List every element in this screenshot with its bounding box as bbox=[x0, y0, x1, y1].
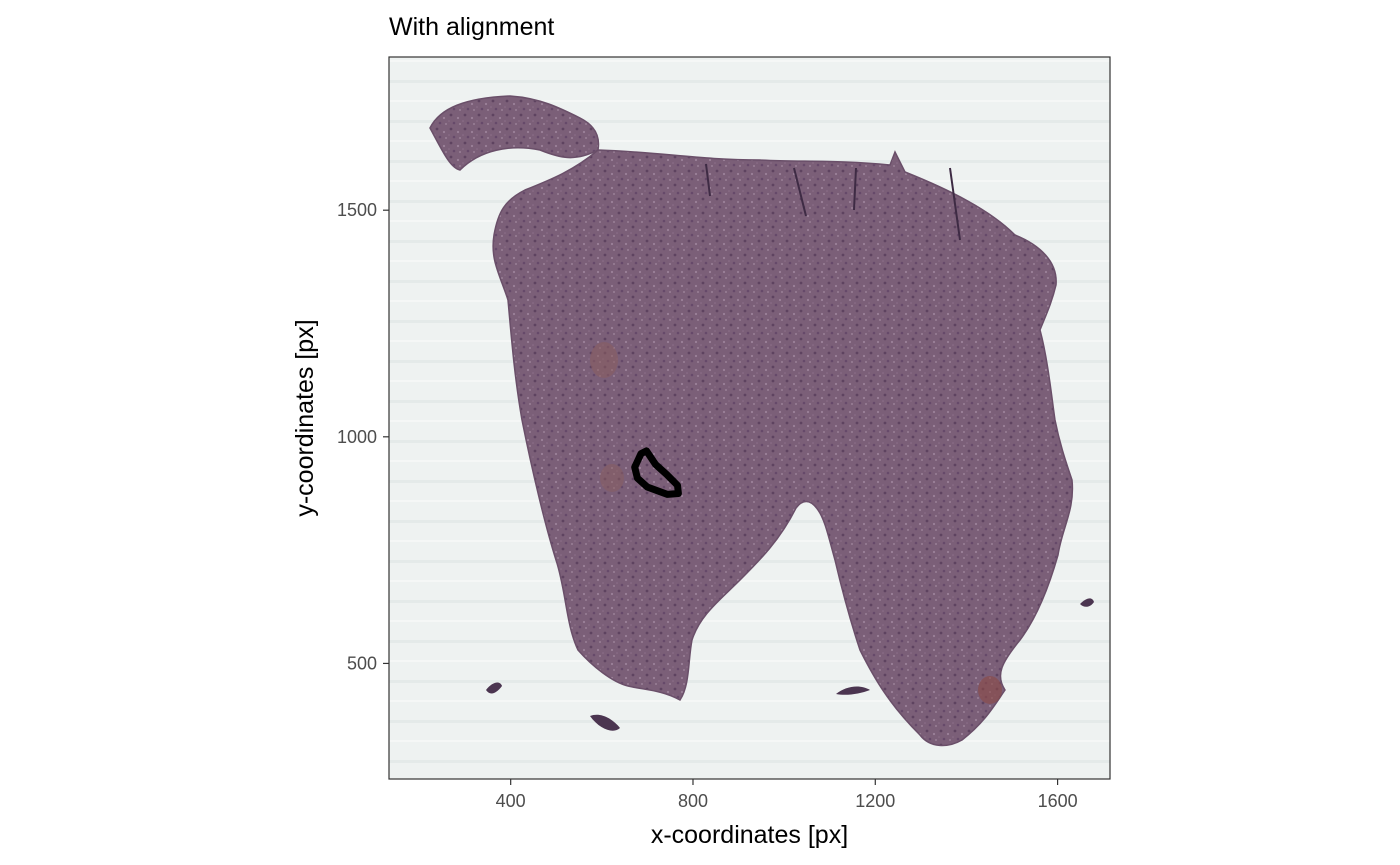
x-tick-label: 800 bbox=[678, 791, 708, 811]
tissue-fragment bbox=[1080, 598, 1094, 607]
tissue-fragment bbox=[486, 682, 502, 694]
y-tick-label: 1000 bbox=[337, 427, 377, 447]
tissue-fold bbox=[705, 163, 711, 197]
y-axis: 500 1000 1500 bbox=[337, 200, 389, 673]
tissue-fold bbox=[949, 167, 961, 241]
outline-path bbox=[631, 447, 682, 498]
tissue-dark-spot bbox=[600, 464, 624, 492]
chart-title: With alignment bbox=[389, 13, 554, 41]
x-axis-label: x-coordinates [px] bbox=[651, 821, 848, 849]
tissue-main bbox=[492, 149, 1074, 747]
tissue-fragment bbox=[590, 714, 620, 731]
y-axis-label: y-coordinates [px] bbox=[291, 319, 319, 516]
outline-layer bbox=[631, 447, 682, 498]
x-axis: 400 800 1200 1600 bbox=[496, 779, 1078, 811]
tissue-fold bbox=[793, 167, 807, 217]
tissue-image bbox=[429, 95, 1094, 747]
tissue-flap bbox=[429, 95, 600, 171]
x-tick-label: 1600 bbox=[1038, 791, 1078, 811]
y-tick-label: 1500 bbox=[337, 200, 377, 220]
tissue-fragment bbox=[836, 686, 870, 695]
tissue-dark-spot bbox=[590, 342, 618, 378]
plot-panel-border bbox=[388, 56, 1111, 780]
tissue-dark-spot bbox=[978, 676, 1002, 704]
x-tick-label: 400 bbox=[496, 791, 526, 811]
y-tick-label: 500 bbox=[347, 653, 377, 673]
x-tick-label: 1200 bbox=[855, 791, 895, 811]
tissue-fold bbox=[853, 167, 857, 211]
